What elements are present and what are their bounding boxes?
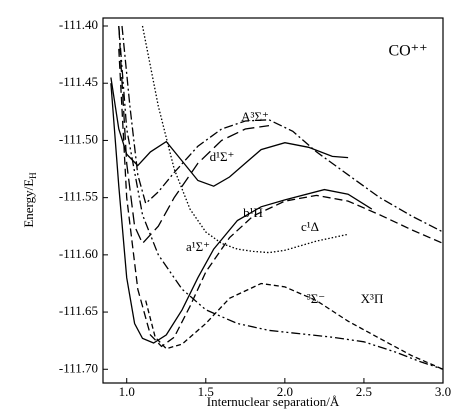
- y-tick-label: -111.50: [59, 131, 98, 146]
- curve: [118, 48, 443, 348]
- curve: [141, 25, 349, 254]
- curve-label: c¹Δ: [301, 219, 319, 234]
- chart-title: CO⁺⁺: [388, 43, 427, 60]
- curve: [145, 282, 443, 370]
- curve-label: A³Σ⁺: [241, 109, 269, 124]
- y-tick-label: -111.65: [59, 303, 98, 318]
- curve: [110, 77, 349, 187]
- x-tick-label: 2.5: [356, 384, 372, 399]
- x-tick-label: 2.0: [277, 384, 293, 399]
- curve-label: d¹Σ⁺: [210, 149, 235, 164]
- curve: [110, 83, 373, 344]
- x-tick-label: 3.0: [435, 384, 451, 399]
- curve-label: a¹Σ⁺: [186, 239, 210, 254]
- y-tick-label: -111.70: [59, 360, 98, 375]
- y-axis-label-sub: H: [28, 172, 38, 179]
- y-tick-label: -111.55: [59, 189, 98, 204]
- x-axis-label: Internuclear separation/Å: [207, 394, 340, 409]
- curve: [118, 25, 443, 370]
- x-tick-label: 1.0: [119, 384, 135, 399]
- y-tick-label: -111.60: [59, 246, 98, 261]
- x-tick-label: 1.5: [198, 384, 214, 399]
- curve-label: ³Σ⁻: [307, 291, 325, 306]
- curve-label: X³Π: [361, 291, 384, 306]
- y-tick-label: -111.45: [59, 74, 98, 89]
- curve-label: b¹Π: [243, 205, 263, 220]
- y-axis-label: Energy/EH: [21, 172, 38, 228]
- y-tick-label: -111.40: [59, 17, 98, 32]
- plot-frame: [102, 17, 444, 384]
- y-axis-label-main: Energy/E: [21, 179, 36, 228]
- curve: [118, 25, 270, 245]
